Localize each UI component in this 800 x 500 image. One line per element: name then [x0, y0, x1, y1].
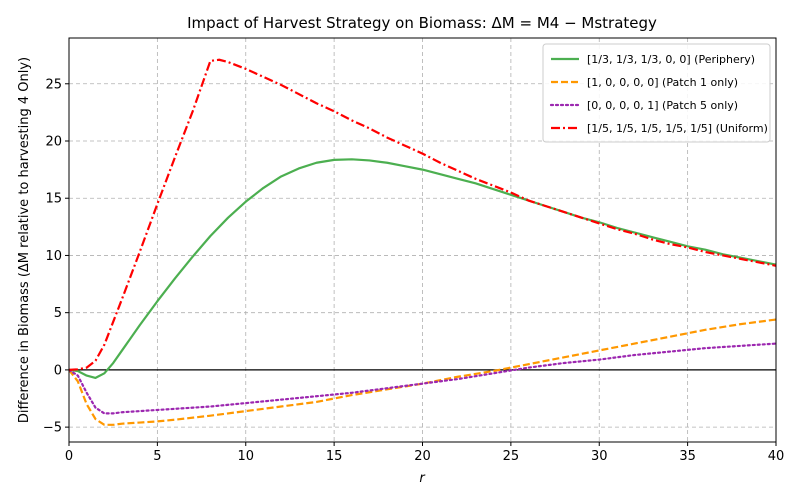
x-axis-ticks: 0 5 10 15 20 25 30 35 40 [65, 442, 784, 464]
series-line-1 [69, 158, 776, 380]
series-line-2 [69, 318, 776, 426]
x-axis-label: r [419, 471, 426, 486]
legend: [1/3, 1/3, 1/3, 0, 0] (Periphery) [1, 0, … [542, 43, 771, 143]
series-line-4 [69, 58, 776, 371]
series-layer [69, 58, 776, 426]
legend-label-4: [1/5, 1/5, 1/5, 1/5, 1/5] (Uniform) [587, 122, 768, 135]
y-tick-label: −5 [43, 421, 62, 436]
x-tick-label: 10 [237, 449, 254, 464]
x-tick-label: 5 [153, 449, 161, 464]
x-tick-label: 30 [591, 449, 608, 464]
y-axis-ticks: −5 0 5 10 15 20 25 [43, 77, 69, 436]
chart-title-text: Impact of Harvest Strategy on Biomass: Δ… [187, 14, 657, 32]
y-tick-label: 15 [45, 192, 62, 207]
y-tick-label: 10 [45, 249, 62, 264]
series-line-3 [69, 342, 776, 415]
x-tick-label: 35 [679, 449, 696, 464]
legend-label-3: [0, 0, 0, 0, 1] (Patch 5 only) [587, 99, 738, 112]
y-tick-label: 0 [54, 363, 62, 378]
x-tick-label: 20 [414, 449, 431, 464]
chart-title: Impact of Harvest Strategy on Biomass: Δ… [187, 14, 657, 32]
y-axis-label: Difference in Biomass (ΔM relative to ha… [17, 57, 32, 423]
x-tick-label: 15 [326, 449, 343, 464]
legend-label-2: [1, 0, 0, 0, 0] (Patch 1 only) [587, 76, 738, 89]
x-tick-label: 25 [503, 449, 520, 464]
y-tick-label: 25 [45, 77, 62, 92]
y-tick-label: 20 [45, 135, 62, 150]
legend-box [542, 43, 771, 143]
legend-label-1: [1/3, 1/3, 1/3, 0, 0] (Periphery) [587, 53, 755, 66]
y-tick-label: 5 [54, 306, 62, 321]
x-tick-label: 40 [768, 449, 785, 464]
x-tick-label: 0 [65, 449, 73, 464]
